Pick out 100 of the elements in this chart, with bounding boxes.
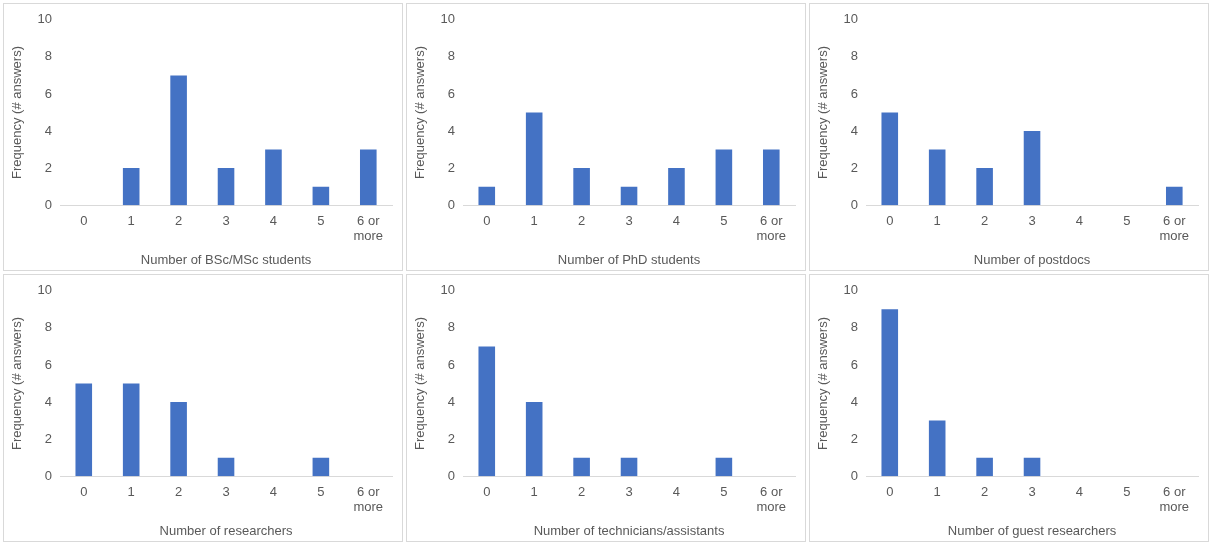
y-tick-label: 4 [447,122,456,138]
x-tick-label: 3 [1028,483,1036,499]
x-tick-label: 1 [127,483,135,499]
x-tick-label: 4 [672,483,681,499]
bar [1023,131,1041,206]
x-tick-label: 3 [1028,212,1036,228]
x-tick-label: 1 [530,212,538,228]
bar [170,75,187,206]
bar [122,383,140,477]
y-axis-title: Frequency (# answers) [9,46,25,179]
y-tick-label: 2 [44,430,53,446]
x-tick-label: 3 [222,483,230,499]
y-tick-label: 10 [843,282,859,298]
y-tick-label: 4 [44,122,53,138]
x-tick-label: 6 or more [756,212,787,244]
x-tick-label: 5 [720,212,728,228]
bar [359,149,377,206]
y-tick-label: 4 [447,393,456,409]
y-axis-title: Frequency (# answers) [815,46,831,179]
x-tick-label: 2 [174,212,183,228]
y-tick-label: 6 [850,85,859,101]
x-axis-title: Number of postdocs [973,251,1091,267]
y-tick-label: 0 [44,467,53,483]
bar [976,168,993,206]
y-tick-label: 6 [44,356,53,372]
bar [265,149,282,206]
bar [976,457,993,477]
y-tick-label: 0 [850,467,859,483]
y-tick-label: 4 [850,122,859,138]
x-tick-label: 2 [980,483,989,499]
bar [715,457,733,477]
y-tick-label: 8 [44,319,53,335]
x-axis-title: Number of technicians/assistants [533,522,725,538]
x-tick-label: 2 [980,212,989,228]
x-tick-label: 6 or more [756,483,787,515]
y-tick-label: 6 [447,85,456,101]
x-tick-label: 0 [483,483,491,499]
bar [217,168,235,206]
x-tick-label: 3 [625,212,633,228]
y-tick-label: 8 [447,48,456,64]
bar [573,168,590,206]
y-tick-label: 8 [850,48,859,64]
y-tick-label: 4 [44,393,53,409]
x-axis-title: Number of researchers [159,522,293,538]
x-tick-label: 5 [317,212,325,228]
y-axis-title: Frequency (# answers) [9,317,25,450]
x-tick-label: 4 [1075,212,1084,228]
y-tick-label: 0 [447,467,456,483]
x-tick-label: 6 or more [353,483,384,515]
x-tick-label: 4 [1075,483,1084,499]
y-tick-label: 10 [843,11,859,27]
bar [1165,186,1183,206]
x-tick-label: 6 or more [1159,212,1190,244]
x-tick-label: 2 [174,483,183,499]
x-tick-label: 2 [577,212,586,228]
x-tick-label: 0 [80,483,88,499]
x-tick-label: 0 [886,212,894,228]
bar [620,186,638,206]
x-tick-label: 0 [886,483,894,499]
y-tick-label: 10 [37,11,53,27]
x-tick-label: 5 [317,483,325,499]
bar [478,186,496,206]
bar [715,149,733,206]
x-tick-label: 6 or more [353,212,384,244]
bar [170,402,187,477]
bar [928,420,946,477]
bar [573,457,590,477]
y-tick-label: 0 [44,196,53,212]
x-tick-label: 0 [80,212,88,228]
bar [668,168,685,206]
bar [312,457,330,477]
y-tick-label: 2 [44,159,53,175]
y-tick-label: 6 [850,356,859,372]
x-tick-label: 4 [269,212,278,228]
y-tick-label: 2 [850,430,859,446]
y-tick-label: 4 [850,393,859,409]
x-tick-label: 1 [933,212,941,228]
y-tick-label: 8 [447,319,456,335]
y-tick-label: 6 [44,85,53,101]
bar [75,383,93,477]
y-tick-label: 2 [447,159,456,175]
bar [122,168,140,206]
x-tick-label: 4 [672,212,681,228]
y-tick-label: 10 [440,11,456,27]
y-axis-title: Frequency (# answers) [412,317,428,450]
x-tick-label: 3 [625,483,633,499]
y-axis-title: Frequency (# answers) [412,46,428,179]
y-tick-label: 8 [44,48,53,64]
x-tick-label: 3 [222,212,230,228]
bar [217,457,235,477]
bar [762,149,780,206]
bar [478,346,496,477]
x-tick-label: 5 [1123,483,1131,499]
y-tick-label: 10 [37,282,53,298]
bar [312,186,330,206]
x-tick-label: 0 [483,212,491,228]
x-tick-label: 1 [127,212,135,228]
x-axis-title: Number of guest researchers [947,522,1117,538]
y-axis-title: Frequency (# answers) [815,317,831,450]
y-tick-label: 0 [447,196,456,212]
